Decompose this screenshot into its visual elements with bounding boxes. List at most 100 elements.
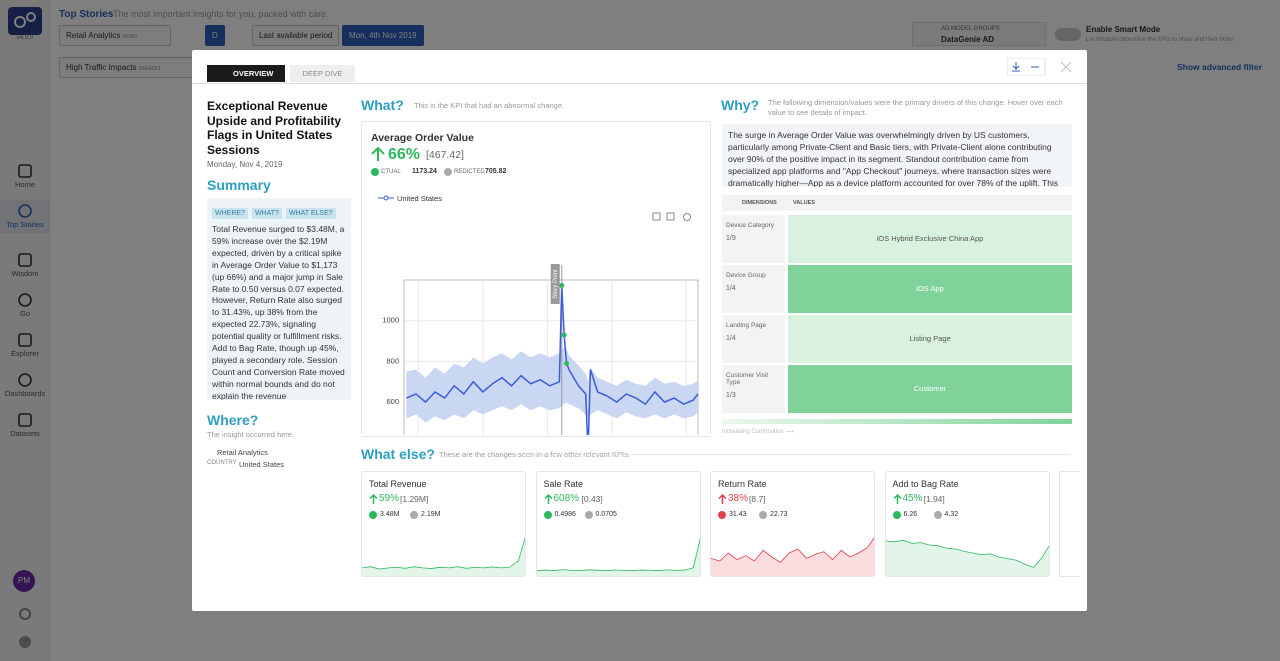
actual-icon [369, 511, 377, 519]
where-desc: The insight occurred here. [207, 430, 295, 439]
value-cell[interactable]: iOS App [788, 265, 1072, 313]
predicted-value: 705.82 [485, 168, 507, 175]
dimension-count: 1/3 [726, 392, 736, 399]
sparkline-line [711, 537, 874, 563]
dimension-cell: Device Group 1/4 [722, 265, 785, 313]
table-header: DIMENSIONS VALUES [722, 195, 1072, 211]
kpi-mini-value: [1.29M] [400, 494, 429, 504]
legend-label: United States [397, 194, 443, 203]
kpi-mini-card[interactable]: Return Rate 38% [8.7] 31.43 22.73 [710, 471, 875, 577]
kpi-mini-change: 38% [728, 493, 749, 504]
tab-rule [192, 83, 1087, 84]
kpi-mini-card[interactable]: Total Revenue 59% [1.29M] 3.48M 2.19M [361, 471, 526, 577]
sparkline-area [362, 538, 525, 576]
sparkline-area [536, 539, 700, 576]
anomaly-point [559, 282, 565, 288]
kpi-mini-name: Sale Rate [543, 479, 584, 489]
kpi-mini-predicted: 0.0705 [595, 511, 617, 518]
y-tick-label: 600 [386, 397, 399, 406]
col-dimensions: DIMENSIONS [742, 200, 777, 206]
sparkline [885, 539, 1049, 576]
dimension-cell: Customer Visit Type 1/3 [722, 365, 785, 413]
kpi-mini-value: [1.94] [923, 494, 945, 504]
value-cell[interactable]: iOS Hybrid Exclusive China App [788, 215, 1072, 263]
sparkline-line [885, 539, 1049, 568]
what-else-heading: What else? [361, 446, 435, 462]
kpi-mini-change: 45% [902, 493, 923, 504]
what-desc: This is the KPI that had an abnormal cha… [414, 101, 565, 110]
dimension-count: 1/9 [726, 235, 736, 242]
why-heading: Why? [721, 97, 760, 113]
section-rule [514, 454, 1070, 455]
kpi-mini-actual: 3.48M [380, 511, 400, 518]
y-tick-label: 800 [386, 356, 399, 365]
kpi-mini-value: [8.7] [749, 494, 766, 504]
kpi-mini-predicted: 2.19M [421, 511, 441, 518]
kpi-mini-name: Total Revenue [369, 479, 427, 489]
summary-tag[interactable]: WHAT ELSE? [285, 208, 336, 219]
value-cell[interactable]: Listing Page [788, 315, 1072, 363]
actual-icon [543, 511, 552, 519]
up-arrow [369, 494, 378, 504]
sparkline-area [711, 537, 874, 576]
contribution-scale [722, 419, 1072, 424]
tab-overview[interactable]: OVERVIEW [207, 65, 285, 82]
arrow-shape [543, 494, 553, 504]
summary-box: WHERE? WHAT? WHAT ELSE? Total Revenue surg… [207, 198, 351, 400]
kpi-mini-actual: 6.26 [903, 511, 918, 518]
predicted-icon [584, 511, 593, 519]
summary-tag[interactable]: WHERE? [212, 208, 248, 219]
arrow-shape [718, 494, 727, 504]
story-modal: OVERVIEW DEEP DIVE Exceptional Revenue U… [192, 50, 1087, 611]
kpi-mini-predicted: 4.32 [944, 511, 959, 518]
col-values: VALUES [793, 200, 815, 206]
tab-deep-dive[interactable]: DEEP DIVE [290, 65, 355, 82]
actual-icon [892, 511, 901, 519]
contribution-label: Increasing Contribution ⟶ [722, 429, 794, 435]
summary-tag[interactable]: WHAT? [251, 208, 282, 219]
what-heading: What? [361, 97, 404, 113]
kpi-chart: 4006008001000Sep 05 2019Sep 052019Oct 02… [382, 264, 699, 435]
predicted-icon [444, 168, 452, 176]
kpi-mini-value: [0.43] [581, 494, 603, 504]
dimension-cell: Device Category 1/9 [722, 215, 785, 263]
value-cell[interactable]: Customer [788, 365, 1072, 413]
where-heading: Where? [207, 412, 259, 428]
summary-text: Total Revenue surged to $3.48M, a 59% in… [212, 224, 345, 400]
anomaly-point [561, 332, 567, 338]
dimension-count: 1/4 [726, 285, 736, 292]
kpi-name: Average Order Value [371, 132, 474, 144]
kpi-mini-name: Return Rate [718, 479, 767, 489]
story-title: Exceptional Revenue Upside and Profitabi… [207, 99, 342, 157]
kpi-value: [467.42] [426, 149, 464, 161]
modal-actions[interactable] [1007, 58, 1077, 76]
country-label: COUNTRY [207, 460, 237, 466]
actual-icon [371, 168, 379, 176]
kpi-mini-predicted: 22.73 [770, 511, 788, 518]
summary-heading: Summary [207, 177, 271, 193]
kpi-mini-card[interactable]: Add to Bag Rate 45% [1.94] 6.26 4.32 [884, 471, 1050, 577]
sparkline-line [362, 537, 525, 570]
story-point-label: Story Point [553, 269, 559, 299]
actual-icon [718, 511, 726, 519]
actual-label: CTUAL [381, 169, 401, 175]
kpi-card: Average Order Value 66% [467.42] CTUAL 1… [361, 121, 711, 437]
next-card-edge [1059, 471, 1079, 577]
dimension-name: Landing Page [726, 322, 767, 329]
actual-value: 1173.24 [412, 168, 437, 175]
arrow-shape [892, 494, 902, 504]
kpi-mini-card[interactable]: Sale Rate 608% [0.43] 0.4986 0.0705 [535, 471, 701, 577]
y-tick-label: 1000 [382, 316, 399, 325]
sparkline [362, 537, 525, 576]
kpi-mini-actual: 31.43 [729, 511, 747, 518]
kpi-mini-name: Add to Bag Rate [892, 479, 959, 489]
predicted-icon [933, 511, 942, 519]
why-desc: The following dimension/values were the … [768, 98, 1063, 117]
dimension-name: Device Category [726, 222, 775, 229]
sparkline [711, 537, 874, 576]
why-text: The surge in Average Order Value was ove… [722, 124, 1072, 187]
chart-tools[interactable] [652, 212, 700, 222]
dimension-cell: Landing Page 1/4 [722, 315, 785, 363]
kpi-mini-change: 59% [379, 493, 400, 504]
